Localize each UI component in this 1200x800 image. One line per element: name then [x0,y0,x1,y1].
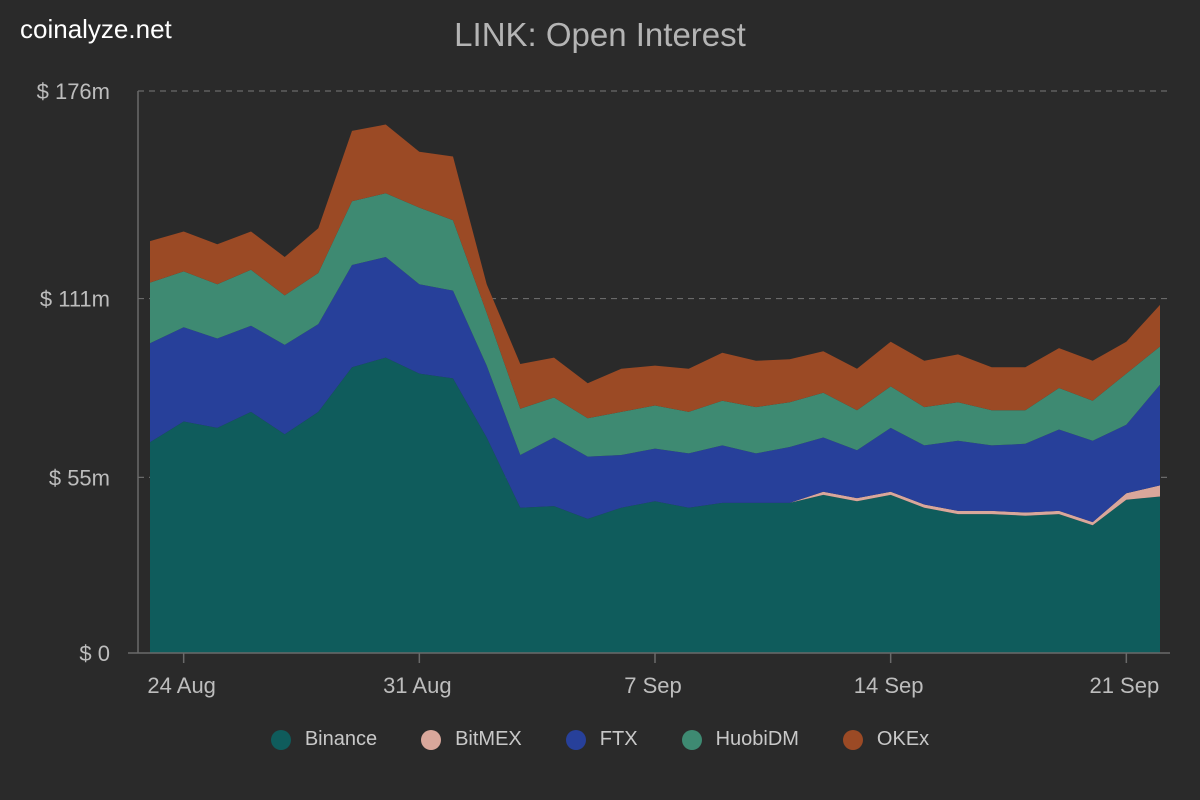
legend-label-huobidm: HuobiDM [715,728,799,750]
legend-item-okex[interactable]: OKEx [842,728,930,751]
series-area-okex[interactable] [150,124,1160,419]
x-tick-label: 14 Sep [854,673,924,698]
x-tick-labels: 24 Aug 31 Aug 7 Sep 14 Sep 21 Sep [147,673,1159,698]
legend-dot-huobidm [681,729,702,750]
legend-dot-ftx [565,729,586,750]
area-layer [150,124,1160,653]
y-tick-label: $ 111m [40,287,110,312]
y-tick-label: $ 0 [79,641,110,666]
x-tick-label: 21 Sep [1089,673,1159,698]
x-tick-label: 7 Sep [624,673,682,698]
legend-item-bitmex[interactable]: BitMEX [421,728,522,751]
legend-item-binance[interactable]: Binance [270,728,378,751]
legend-item-huobidm[interactable]: HuobiDM [681,728,799,751]
legend-dot-okex [842,729,863,750]
legend-label-binance: Binance [304,728,378,750]
y-tick-label: $ 176m [37,79,110,104]
legend-label-okex: OKEx [876,728,930,750]
legend-dot-bitmex [421,729,442,750]
brand-logo-text: coinalyze.net [20,14,172,44]
axis-layer [128,91,1170,663]
x-tick-label: 31 Aug [383,673,452,698]
y-tick-labels: $ 0 $ 55m $ 111m $ 176m [37,79,110,666]
y-tick-label: $ 55m [49,465,110,490]
legend: Binance BitMEX FTX HuobiDM OKEx [0,728,1200,751]
series-area-huobidm[interactable] [150,193,1160,457]
series-area-ftx[interactable] [150,257,1160,523]
legend-dot-binance [270,729,291,750]
x-tick-label: 24 Aug [147,673,216,698]
legend-label-bitmex: BitMEX [455,728,522,750]
legend-item-ftx[interactable]: FTX [565,728,638,751]
legend-label-ftx: FTX [599,728,638,750]
series-area-binance[interactable] [150,357,1160,653]
chart-title: LINK: Open Interest [454,16,746,53]
